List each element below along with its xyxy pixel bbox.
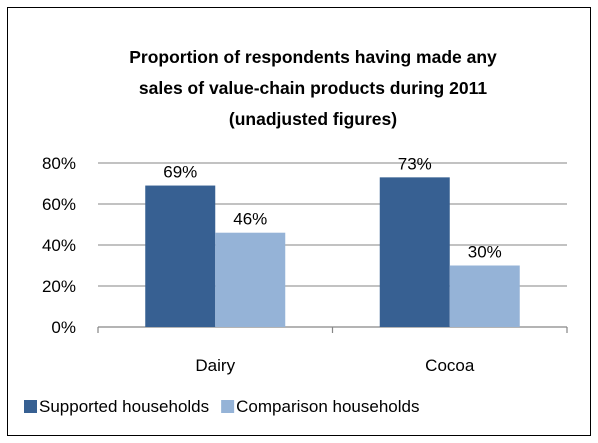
data-label: 69% — [163, 163, 197, 182]
y-tick-label: 80% — [42, 154, 76, 173]
legend: Supported households Comparison household… — [24, 397, 419, 416]
chart-title-line-1: Proportion of respondents having made an… — [129, 47, 497, 67]
data-label: 46% — [233, 210, 267, 229]
bar-comparison-households-dairy — [215, 232, 286, 327]
x-tick-label: Dairy — [195, 356, 235, 375]
data-label: 73% — [398, 154, 432, 173]
data-label: 30% — [468, 243, 502, 262]
chart-frame — [7, 7, 591, 436]
y-tick-label: 60% — [42, 195, 76, 214]
chart-title-line-2: sales of value-chain products during 201… — [139, 78, 487, 98]
legend-item: Comparison households — [221, 397, 419, 416]
legend-swatch — [24, 400, 37, 413]
chart-title-line-3: (unadjusted figures) — [229, 109, 397, 129]
legend-label: Comparison households — [236, 397, 419, 416]
tick-labels: 0% 20% 40% 60% 80% Dairy Cocoa — [42, 154, 475, 375]
bar-supported-households-dairy — [145, 185, 216, 327]
bar-supported-households-cocoa — [379, 177, 450, 327]
x-tick-label: Cocoa — [425, 356, 475, 375]
legend-swatch — [221, 400, 235, 413]
y-tick-label: 40% — [42, 236, 76, 255]
data-labels: 69% 46% 73% 30% — [163, 154, 502, 261]
chart-title: Proportion of respondents having made an… — [129, 47, 497, 129]
y-tick-label: 20% — [42, 277, 76, 296]
legend-item: Supported households — [24, 397, 209, 416]
axes — [97, 326, 568, 333]
legend-label: Supported households — [39, 397, 209, 416]
bar-comparison-households-cocoa — [449, 265, 520, 327]
bars — [145, 177, 520, 327]
y-tick-label: 0% — [51, 318, 76, 337]
